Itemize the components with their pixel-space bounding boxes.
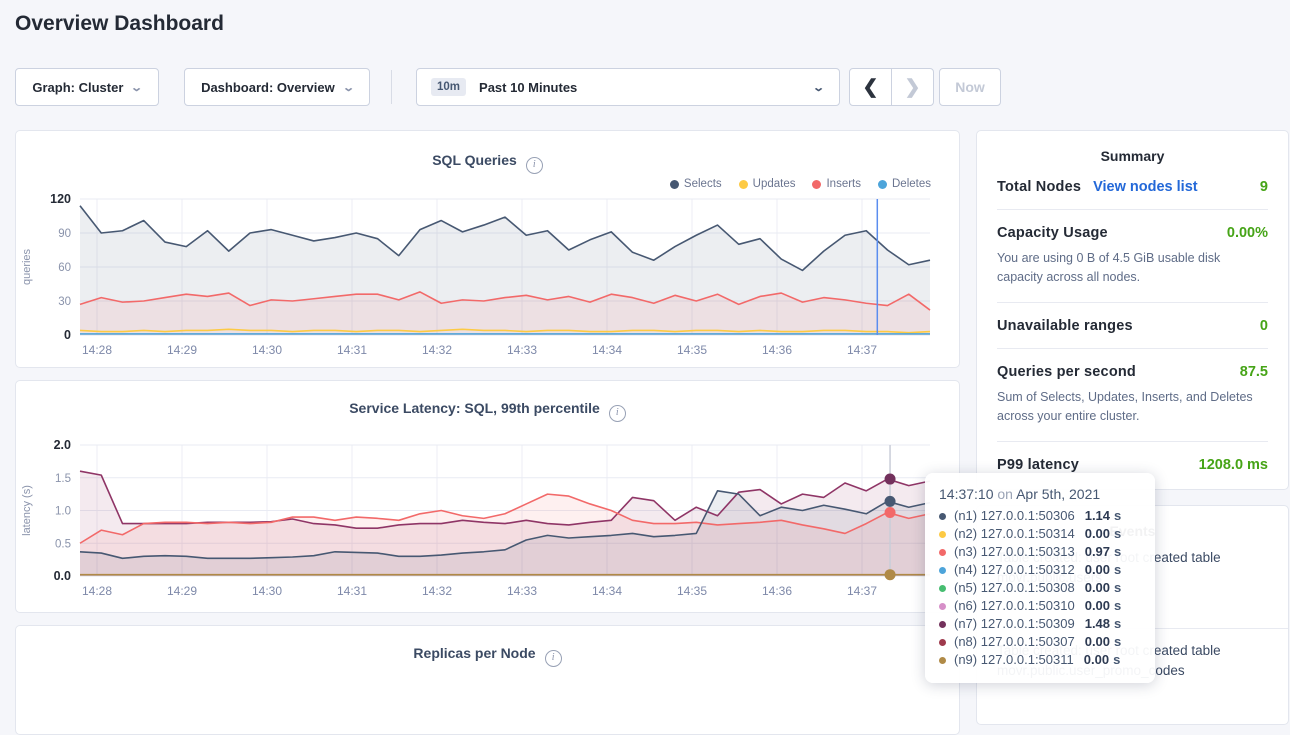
svg-text:1.0: 1.0 — [55, 506, 71, 518]
svg-text:14:37: 14:37 — [847, 584, 877, 598]
svg-text:14:29: 14:29 — [167, 343, 197, 357]
tooltip-row: (n9) 127.0.0.1:503110.00s — [939, 651, 1141, 669]
node-dot-icon — [939, 657, 946, 664]
svg-text:14:35: 14:35 — [677, 343, 707, 357]
svg-text:2.0: 2.0 — [54, 438, 71, 452]
svg-text:30: 30 — [58, 296, 71, 308]
svg-text:14:36: 14:36 — [762, 343, 792, 357]
svg-text:queries: queries — [21, 248, 33, 285]
step-forward-button[interactable]: ❯ — [892, 69, 933, 105]
total-nodes-value: 9 — [1260, 179, 1268, 195]
tooltip-row: (n6) 127.0.0.1:503100.00s — [939, 597, 1141, 615]
svg-text:latency (s): latency (s) — [21, 485, 33, 536]
tooltip-row: (n8) 127.0.0.1:503070.00s — [939, 633, 1141, 651]
svg-text:14:33: 14:33 — [507, 584, 537, 598]
svg-text:14:34: 14:34 — [592, 343, 622, 357]
time-range-badge: 10m — [431, 78, 466, 96]
svg-text:14:28: 14:28 — [82, 343, 112, 357]
svg-text:14:30: 14:30 — [252, 584, 282, 598]
svg-text:14:36: 14:36 — [762, 584, 792, 598]
chevron-left-icon: ❮ — [863, 76, 879, 99]
node-dot-icon — [939, 513, 946, 520]
time-range-dropdown[interactable]: 10m Past 10 Minutes ⌄ — [416, 68, 840, 106]
series-dot-icon — [670, 180, 679, 189]
svg-text:14:33: 14:33 — [507, 343, 537, 357]
dashboard-dropdown[interactable]: Dashboard: Overview ⌄ — [184, 68, 370, 106]
sql-queries-chart-title: SQL Queriesi — [16, 152, 959, 174]
svg-text:0.5: 0.5 — [55, 538, 71, 550]
tooltip-row: (n5) 127.0.0.1:503080.00s — [939, 579, 1141, 597]
tooltip-timestamp: 14:37:10 on Apr 5th, 2021 — [939, 486, 1141, 502]
svg-text:14:32: 14:32 — [422, 584, 452, 598]
summary-title: Summary — [977, 131, 1288, 164]
time-step-buttons: ❮ ❯ — [849, 68, 934, 106]
svg-text:14:37: 14:37 — [847, 343, 877, 357]
capacity-usage-value: 0.00% — [1227, 225, 1268, 241]
series-dot-icon — [812, 180, 821, 189]
svg-text:60: 60 — [58, 262, 71, 274]
now-button[interactable]: Now — [939, 68, 1001, 106]
unavailable-ranges-value: 0 — [1260, 318, 1268, 334]
p99-latency-value: 1208.0 ms — [1199, 457, 1268, 473]
svg-text:14:31: 14:31 — [337, 343, 367, 357]
chart-hover-tooltip: 14:37:10 on Apr 5th, 2021 (n1) 127.0.0.1… — [925, 473, 1155, 683]
node-dot-icon — [939, 585, 946, 592]
toolbar-divider — [391, 70, 392, 104]
node-dot-icon — [939, 639, 946, 646]
chevron-down-icon: ⌄ — [812, 81, 825, 94]
svg-text:14:29: 14:29 — [167, 584, 197, 598]
svg-text:1.5: 1.5 — [55, 473, 71, 485]
svg-text:90: 90 — [58, 228, 71, 240]
capacity-usage-desc: You are using 0 B of 4.5 GiB usable disk… — [997, 249, 1268, 288]
tooltip-row: (n1) 127.0.0.1:503061.14s — [939, 507, 1141, 525]
summary-panel: Summary Total Nodes View nodes list 9 Ca… — [976, 130, 1289, 490]
svg-text:0.0: 0.0 — [54, 569, 71, 583]
page-title: Overview Dashboard — [15, 12, 224, 36]
qps-value: 87.5 — [1240, 364, 1268, 380]
service-latency-chart[interactable]: 14:28 14:29 14:30 14:31 14:32 14:33 14:34 14:35… — [16, 429, 959, 617]
node-dot-icon — [939, 531, 946, 538]
info-icon[interactable]: i — [545, 650, 562, 667]
tooltip-row: (n2) 127.0.0.1:503140.00s — [939, 525, 1141, 543]
svg-text:14:28: 14:28 — [82, 584, 112, 598]
series-dot-icon — [739, 180, 748, 189]
tooltip-row: (n7) 127.0.0.1:503091.48s — [939, 615, 1141, 633]
svg-text:14:31: 14:31 — [337, 584, 367, 598]
summary-row-unavailable-ranges: Unavailable ranges 0 — [997, 303, 1268, 349]
tooltip-row: (n4) 127.0.0.1:503120.00s — [939, 561, 1141, 579]
step-back-button[interactable]: ❮ — [850, 69, 892, 105]
graph-dropdown[interactable]: Graph: Cluster ⌄ — [15, 68, 159, 106]
series-dot-icon — [878, 180, 887, 189]
chevron-down-icon: ⌄ — [131, 81, 144, 94]
qps-desc: Sum of Selects, Updates, Inserts, and De… — [997, 388, 1268, 427]
sql-queries-chart[interactable]: 14:28 14:29 14:30 14:31 14:32 14:33 14:34 14:35… — [16, 189, 959, 374]
chevron-down-icon: ⌄ — [342, 81, 355, 94]
time-range-label: Past 10 Minutes — [479, 80, 577, 95]
sql-queries-card: SQL Queriesi Selects Updates Inserts Del… — [15, 130, 960, 368]
info-icon[interactable]: i — [526, 157, 543, 174]
replicas-chart-title: Replicas per Nodei — [16, 645, 959, 667]
svg-text:14:34: 14:34 — [592, 584, 622, 598]
svg-text:14:35: 14:35 — [677, 584, 707, 598]
view-nodes-list-link[interactable]: View nodes list — [1093, 179, 1198, 195]
svg-text:14:30: 14:30 — [252, 343, 282, 357]
svg-text:14:32: 14:32 — [422, 343, 452, 357]
chevron-right-icon: ❯ — [905, 76, 921, 99]
info-icon[interactable]: i — [609, 405, 626, 422]
summary-row-capacity-usage: Capacity Usage 0.00% You are using 0 B o… — [997, 210, 1268, 303]
node-dot-icon — [939, 549, 946, 556]
service-latency-chart-title: Service Latency: SQL, 99th percentilei — [16, 400, 959, 422]
svg-text:0: 0 — [64, 328, 71, 342]
node-dot-icon — [939, 603, 946, 610]
tooltip-row: (n3) 127.0.0.1:503130.97s — [939, 543, 1141, 561]
service-latency-card: Service Latency: SQL, 99th percentilei 1… — [15, 380, 960, 613]
svg-text:120: 120 — [50, 192, 71, 206]
replicas-per-node-card: Replicas per Nodei — [15, 625, 960, 735]
summary-row-qps: Queries per second 87.5 Sum of Selects, … — [997, 349, 1268, 442]
node-dot-icon — [939, 567, 946, 574]
summary-row-total-nodes: Total Nodes View nodes list 9 — [997, 164, 1268, 210]
node-dot-icon — [939, 621, 946, 628]
